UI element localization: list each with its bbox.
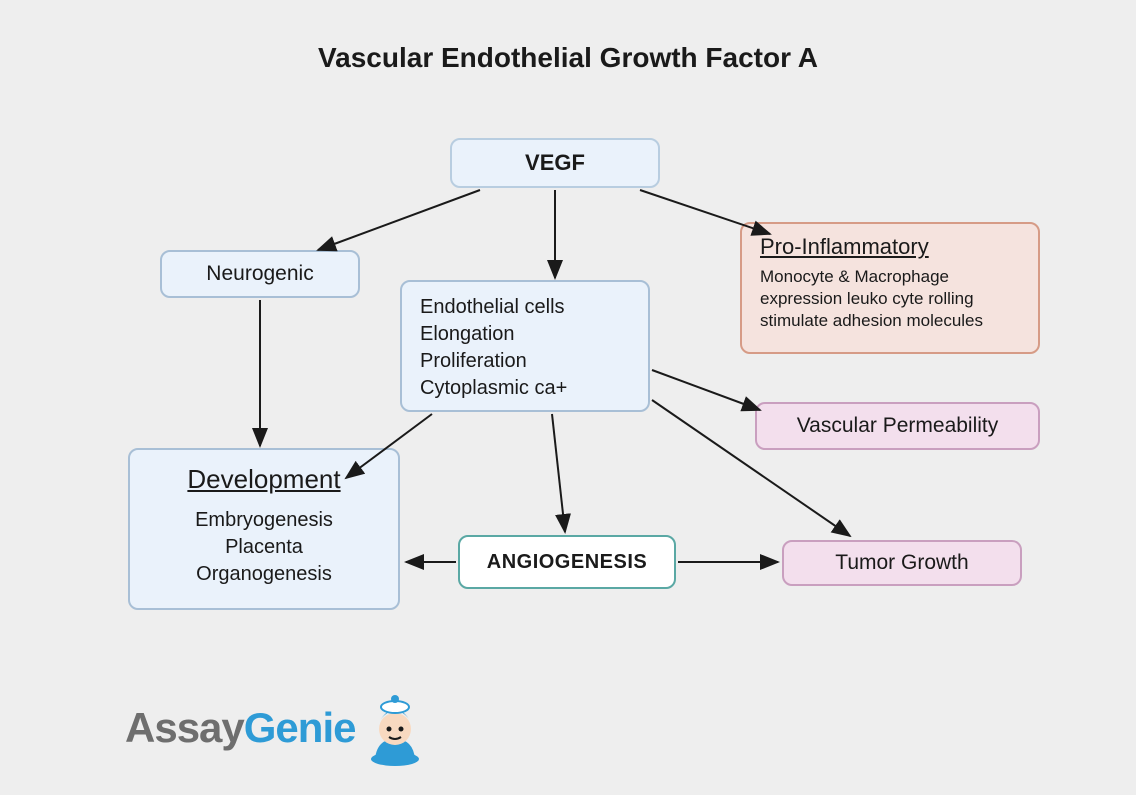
node-vegf-label: VEGF: [525, 150, 585, 176]
development-body: Embryogenesis Placenta Organogenesis: [195, 507, 333, 588]
node-tumor-growth: Tumor Growth: [782, 540, 1022, 586]
node-proinflammatory: Pro-Inflammatory Monocyte & Macrophage e…: [740, 222, 1040, 354]
angiogenesis-label: ANGIOGENESIS: [487, 551, 647, 574]
development-line-0: Embryogenesis: [195, 507, 333, 534]
node-vegf: VEGF: [450, 138, 660, 188]
diagram-title: Vascular Endothelial Growth Factor A: [0, 42, 1136, 74]
node-neurogenic: Neurogenic: [160, 250, 360, 298]
node-vascular-permeability: Vascular Permeability: [755, 402, 1040, 450]
tumor-label: Tumor Growth: [835, 551, 968, 575]
logo-text-genie: Genie: [244, 704, 356, 751]
endothelial-line-2: Proliferation: [420, 348, 527, 375]
logo-text-assay: Assay: [125, 704, 244, 751]
development-line-2: Organogenesis: [195, 561, 333, 588]
proinflam-header: Pro-Inflammatory: [760, 234, 929, 260]
node-neurogenic-label: Neurogenic: [206, 262, 313, 286]
node-endothelial: Endothelial cells Elongation Proliferati…: [400, 280, 650, 412]
endothelial-line-0: Endothelial cells: [420, 294, 565, 321]
endothelial-line-1: Elongation: [420, 321, 515, 348]
edge-vegf-to-neurogenic: [318, 190, 480, 250]
vascperm-label: Vascular Permeability: [797, 414, 999, 438]
development-line-1: Placenta: [195, 534, 333, 561]
node-development: Development Embryogenesis Placenta Organ…: [128, 448, 400, 610]
edge-endothelial-to-vascperm: [652, 370, 760, 410]
proinflam-body: Monocyte & Macrophage expression leuko c…: [760, 266, 1020, 332]
endothelial-line-3: Cytoplasmic ca+: [420, 375, 567, 402]
logo: AssayGenie: [125, 689, 427, 767]
genie-icon: [363, 689, 427, 767]
edge-endothelial-to-angiogenesis: [552, 414, 565, 532]
node-angiogenesis: ANGIOGENESIS: [458, 535, 676, 589]
development-header: Development: [187, 464, 340, 495]
